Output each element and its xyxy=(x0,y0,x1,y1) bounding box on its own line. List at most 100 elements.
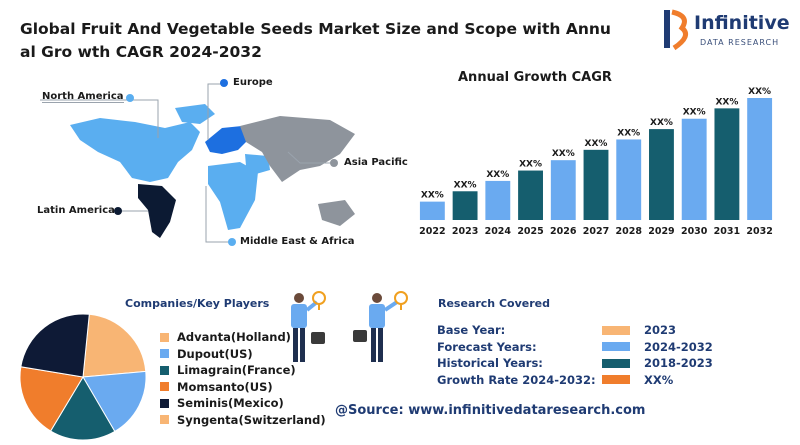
bar-2022 xyxy=(419,201,445,220)
bar-value-label: XX% xyxy=(552,149,575,159)
legend-label: Dupout(US) xyxy=(177,346,253,361)
pie-slice xyxy=(82,370,147,433)
map-australia xyxy=(318,200,355,226)
x-tick-label: 2027 xyxy=(583,226,609,237)
cagr-bar-chart: XX% 2022 XX% 2023 XX% 2024 XX% 2025 XX% 2026 XX% 20… xyxy=(419,87,773,237)
x-tick-label: 2025 xyxy=(517,226,543,237)
person-right-icon xyxy=(353,291,408,362)
business-people-illustration xyxy=(291,291,408,362)
x-tick-label: 2022 xyxy=(419,226,445,237)
x-tick-label: 2030 xyxy=(681,226,708,237)
x-tick-label: 2024 xyxy=(485,226,512,237)
bar-2025 xyxy=(518,170,543,220)
map-region-latin-america xyxy=(138,184,176,238)
bar-2030 xyxy=(681,118,707,220)
research-value: 2018-2023 xyxy=(644,356,713,371)
marker-latin-america xyxy=(114,207,122,215)
bar-value-label: XX% xyxy=(715,97,738,107)
x-tick-label: 2029 xyxy=(648,226,674,237)
pie-slice xyxy=(49,376,116,441)
x-tick-label: 2026 xyxy=(550,226,577,237)
pie-slice xyxy=(19,366,84,432)
research-label: Growth Rate 2024-2032: xyxy=(437,372,596,387)
bar-2031 xyxy=(714,108,740,220)
research-value: XX% xyxy=(644,372,674,387)
bar-2023 xyxy=(452,191,478,220)
bar-2028 xyxy=(616,139,642,220)
bar-value-label: XX% xyxy=(617,128,640,138)
bar-2032 xyxy=(747,98,773,220)
map-region-middle-east-africa xyxy=(208,162,258,230)
research-label: Forecast Years: xyxy=(437,339,537,354)
research-swatch xyxy=(602,358,630,368)
legend-swatch xyxy=(160,365,169,375)
x-tick-label: 2031 xyxy=(714,226,740,237)
x-tick-label: 2032 xyxy=(746,226,772,237)
x-tick-label: 2028 xyxy=(616,226,643,237)
research-value: 2024-2032 xyxy=(644,339,713,354)
legend-swatch xyxy=(160,382,169,392)
companies-pie-chart xyxy=(19,313,147,441)
x-tick-label: 2023 xyxy=(452,226,478,237)
label-latin-america: Latin America xyxy=(37,205,115,216)
legend-swatch xyxy=(160,415,169,425)
map-greenland xyxy=(175,104,215,124)
legend-swatch xyxy=(160,332,169,342)
legend-label: Momsanto(US) xyxy=(177,379,273,394)
bar-value-label: XX% xyxy=(486,170,509,180)
map-region-europe xyxy=(205,126,248,154)
bar-value-label: XX% xyxy=(454,180,477,190)
marker-europe xyxy=(220,79,228,87)
map-middle-east xyxy=(245,154,270,174)
infinitive-logo-icon xyxy=(664,9,689,51)
research-row: Forecast Years: 2024-2032 xyxy=(437,339,713,356)
research-swatch xyxy=(602,325,630,335)
companies-title: Companies/Key Players xyxy=(125,297,270,310)
source-link[interactable]: @Source: www.infinitivedataresearch.com xyxy=(335,403,646,418)
bar-value-label: XX% xyxy=(748,87,771,97)
research-row: Base Year: 2023 xyxy=(437,322,713,339)
marker-north-america xyxy=(126,94,134,102)
logo-name: Infinitive xyxy=(694,12,790,34)
legend-item: Advanta(Holland) xyxy=(160,329,326,346)
bar-2029 xyxy=(649,129,674,220)
research-row: Growth Rate 2024-2032: XX% xyxy=(437,372,713,389)
research-row: Historical Years: 2018-2023 xyxy=(437,355,713,372)
chart-title: Annual Growth CAGR xyxy=(458,70,612,85)
legend-item: Momsanto(US) xyxy=(160,379,326,396)
legend-swatch xyxy=(160,349,169,359)
marker-asia-pacific xyxy=(330,159,338,167)
label-asia-pacific: Asia Pacific xyxy=(344,157,408,168)
bar-2027 xyxy=(583,149,609,220)
research-value: 2023 xyxy=(644,323,677,338)
research-label: Historical Years: xyxy=(437,356,543,371)
bar-value-label: XX% xyxy=(683,108,706,118)
label-middle-east-africa: Middle East & Africa xyxy=(240,236,355,247)
label-europe: Europe xyxy=(233,77,273,88)
research-title: Research Covered xyxy=(438,297,550,310)
legend-label: Advanta(Holland) xyxy=(177,330,291,345)
world-map xyxy=(40,79,355,246)
label-north-america: North America xyxy=(42,91,124,103)
legend-label: Seminis(Mexico) xyxy=(177,396,284,411)
research-swatch xyxy=(602,375,630,385)
research-label: Base Year: xyxy=(437,323,506,338)
map-region-north-america xyxy=(70,118,200,182)
research-table: Base Year: 2023 Forecast Years: 2024-2032 … xyxy=(437,322,713,388)
person-left-icon xyxy=(291,291,326,362)
map-region-asia-pacific xyxy=(240,116,355,182)
bar-value-label: XX% xyxy=(585,139,608,149)
companies-legend: Advanta(Holland) Dupout(US) Limagrain(Fr… xyxy=(160,329,326,428)
bar-2026 xyxy=(550,160,576,220)
bar-2024 xyxy=(485,180,511,220)
page-title: Global Fruit And Vegetable Seeds Market … xyxy=(20,20,611,61)
legend-item: Limagrain(France) xyxy=(160,362,326,379)
pie-slice xyxy=(20,313,90,378)
legend-item: Seminis(Mexico) xyxy=(160,395,326,412)
legend-swatch xyxy=(160,398,169,408)
bar-value-label: XX% xyxy=(650,118,673,128)
research-swatch xyxy=(602,342,630,352)
legend-item: Syngenta(Switzerland) xyxy=(160,412,326,429)
legend-item: Dupout(US) xyxy=(160,346,326,363)
pie-slice xyxy=(82,313,147,378)
